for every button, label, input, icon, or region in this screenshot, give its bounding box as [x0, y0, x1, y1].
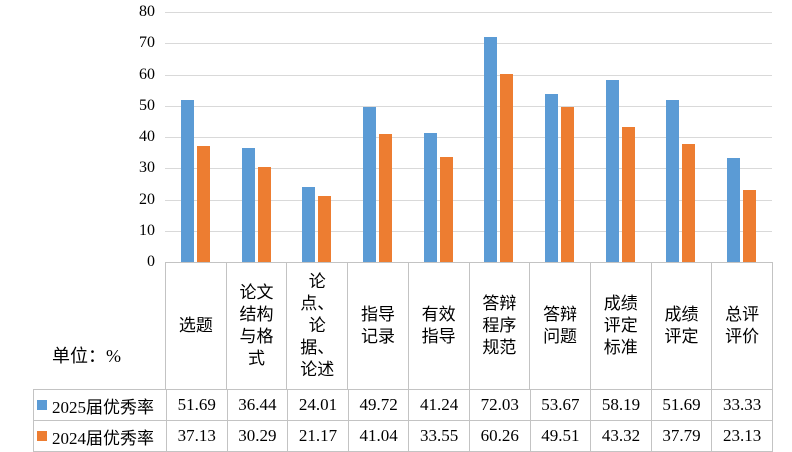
value-cell: 33.55: [408, 421, 469, 451]
bar: [605, 80, 619, 262]
y-axis-tick-label: 70: [139, 34, 155, 52]
value-cell: 72.03: [468, 390, 530, 420]
category-header-cell: 答辩程序规范: [468, 263, 530, 389]
series-data-row: 2025届优秀率 51.69 36.44 24.01 49.72 41.24 72.03 53…: [33, 389, 773, 421]
legend-cell: 2025届优秀率: [34, 390, 166, 420]
value-cell: 24.01: [287, 390, 348, 420]
bar: [621, 126, 635, 262]
y-axis-tick-label: 60: [139, 65, 155, 83]
gridline: [165, 230, 772, 232]
series-data-row: 2024届优秀率 37.13 30.29 21.17 41.04 33.55 60.26 49…: [33, 420, 773, 452]
bar: [302, 186, 316, 262]
category-header-cell: 论点、论据、论述: [286, 263, 347, 389]
y-axis-tick-label: 30: [139, 159, 155, 177]
bar: [484, 36, 498, 262]
gridline: [165, 199, 772, 201]
bar: [682, 143, 696, 262]
y-axis-tick-label: 20: [139, 190, 155, 208]
value-cell: 23.13: [711, 421, 772, 451]
bar: [666, 100, 680, 262]
value-cell: 51.69: [166, 390, 227, 420]
bar: [727, 157, 741, 262]
bar: [318, 195, 332, 262]
value-cell: 51.69: [650, 390, 712, 420]
category-header-cell: 有效指导: [407, 263, 469, 389]
category-header-cell: 选题: [178, 315, 213, 335]
bar: [241, 148, 255, 262]
gridline: [165, 168, 772, 170]
value-cell: 49.51: [529, 421, 591, 451]
category-header-cell: 总评评价: [711, 263, 772, 389]
bar: [439, 157, 453, 262]
gridline: [165, 12, 772, 13]
value-cell: 53.67: [529, 390, 591, 420]
legend-cell: 2024届优秀率: [34, 421, 166, 451]
bar: [423, 133, 437, 262]
gridline: [165, 43, 772, 45]
category-header-cell: 答辩问题: [529, 263, 590, 389]
plot-area: [165, 12, 772, 262]
bar: [545, 94, 559, 262]
bar: [378, 133, 392, 262]
legend-label: 2025届优秀率: [52, 397, 154, 417]
value-cell: 36.44: [226, 390, 288, 420]
gridline: [165, 105, 772, 107]
value-cell: 37.13: [166, 421, 227, 451]
legend-swatch: [37, 431, 47, 441]
value-cell: 60.26: [468, 421, 530, 451]
bar: [743, 189, 757, 262]
bar: [196, 145, 210, 262]
y-axis-tick-label: 80: [139, 3, 155, 20]
category-header-cell: 论文结构与格式: [225, 263, 287, 389]
bar: [257, 167, 271, 262]
value-cell: 49.72: [347, 390, 409, 420]
bar: [561, 107, 575, 262]
category-header-cell: 成绩评定: [650, 263, 712, 389]
value-cell: 30.29: [226, 421, 288, 451]
category-header-cell: 成绩评定标准: [589, 263, 651, 389]
value-cell: 37.79: [650, 421, 712, 451]
bar: [362, 106, 376, 262]
bar: [500, 73, 514, 262]
category-header-cell: 指导记录: [347, 263, 408, 389]
category-header-row: 选题 论文结构与格式 论点、论据、论述 指导记录 有效指导 答辩程序规范 答辩问题 成绩评定标…: [165, 262, 773, 390]
legend-swatch: [37, 400, 47, 410]
gridline: [165, 137, 772, 138]
y-axis-tick-label: 0: [147, 253, 155, 270]
y-axis-tick-label: 50: [139, 96, 155, 114]
value-cell: 21.17: [287, 421, 348, 451]
value-cell: 58.19: [590, 390, 651, 420]
gridline: [165, 74, 772, 76]
legend-label: 2024届优秀率: [52, 428, 154, 448]
value-cell: 41.24: [408, 390, 469, 420]
value-cell: 41.04: [347, 421, 409, 451]
y-axis-tick-label: 40: [139, 128, 155, 145]
value-cell: 43.32: [590, 421, 651, 451]
bar: [180, 100, 194, 262]
value-cell: 33.33: [711, 390, 772, 420]
y-axis-tick-label: 10: [139, 221, 155, 239]
unit-label: 单位：%: [52, 346, 121, 366]
